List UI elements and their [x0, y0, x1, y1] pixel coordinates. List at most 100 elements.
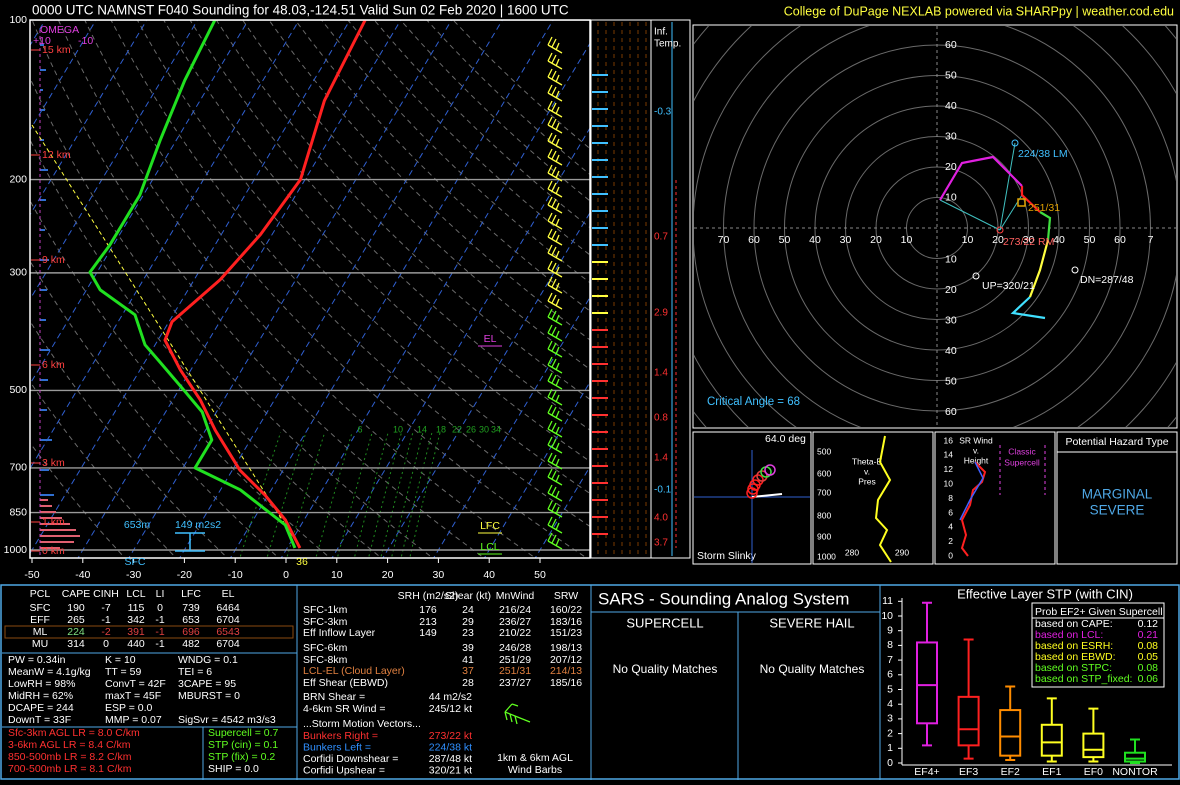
sars-result: No Quality Matches	[760, 662, 865, 676]
el-label: EL	[484, 333, 497, 345]
sr-wind-note: Classic	[1008, 446, 1036, 456]
table-cell: 273/22 kt	[429, 730, 472, 742]
table-cell: 696	[182, 626, 200, 638]
index: ConvT = 42F	[105, 678, 166, 690]
theta-e-y-label: 600	[817, 468, 831, 478]
lcl-label: LCL	[480, 541, 499, 553]
table-cell: 265	[67, 614, 85, 626]
row-label: LCL-EL (Cloud Layer)	[303, 665, 405, 677]
header-title: 0000 UTC NAMNST F040 Sounding for 48.03,…	[32, 3, 569, 18]
table-header: LI	[156, 588, 165, 600]
stp-tick-label: 5	[887, 683, 893, 695]
row-label: Bunkers Left =	[303, 741, 371, 753]
table-cell: ML	[33, 626, 48, 638]
table-cell: 6543	[216, 626, 240, 638]
stp-box	[917, 642, 937, 723]
temperature-label: -50	[24, 569, 39, 581]
hodo-annotation: 251/31	[1028, 202, 1060, 214]
stp-tick-label: 3	[887, 713, 893, 725]
temperature-label: -40	[75, 569, 90, 581]
sr-wind-y-label: 6	[948, 507, 953, 517]
table-cell: 176	[419, 604, 437, 616]
table-cell: MU	[32, 638, 48, 650]
index: DCAPE = 244	[8, 702, 74, 714]
sr-wind-title: SR Wind	[959, 435, 993, 445]
stp-tick-label: 0	[887, 757, 893, 769]
stp-tick-label: 7	[887, 654, 893, 666]
inferred-value: -0.3	[654, 107, 672, 118]
omega-label: +10	[33, 35, 51, 47]
hodo-ring-label: 50	[1084, 234, 1096, 246]
hodo-ring-label: 10	[901, 234, 913, 246]
composite: Supercell = 0.7	[208, 727, 278, 739]
sr-wind-y-label: 4	[948, 522, 953, 532]
hodo-ring-label: 10	[962, 234, 974, 246]
lapse-rate: 700-500mb LR = 8.1 C/km	[8, 763, 132, 775]
stp-box	[1042, 725, 1062, 756]
row-label: Corfidi Upshear =	[303, 764, 385, 776]
temperature-label: 10	[331, 569, 343, 581]
omega-label: -10	[78, 35, 93, 47]
table-cell: 6464	[216, 602, 240, 614]
eff-depth-label: 653m	[124, 519, 151, 531]
index: LowRH = 98%	[8, 678, 75, 690]
pressure-label: 500	[9, 384, 27, 396]
stp-tick-label: 2	[887, 727, 893, 739]
sars-column-title: SEVERE HAIL	[769, 615, 854, 630]
table-cell: 251/31	[499, 665, 531, 677]
pressure-label: 1000	[4, 544, 28, 556]
hazard-value: SEVERE	[1090, 503, 1145, 518]
hodo-ring-label: 7	[1148, 234, 1154, 246]
hodo-ring-label: 40	[809, 234, 821, 246]
stp-category: NONTOR	[1112, 766, 1158, 778]
hodo-ring-label: 60	[945, 406, 957, 418]
table-cell: SFC	[30, 602, 51, 614]
row-label: BRN Shear =	[303, 691, 365, 703]
hodo-ring-label: 60	[748, 234, 760, 246]
table-cell: 482	[182, 638, 200, 650]
sr-wind-y-label: 8	[948, 493, 953, 503]
table-cell: 739	[182, 602, 200, 614]
hodo-ring-label: 20	[945, 284, 957, 296]
inferred-value: 4.0	[654, 513, 668, 524]
row-label: SFC-6km	[303, 642, 348, 654]
hodo-ring-label: 40	[945, 345, 957, 357]
pressure-label: 850	[9, 506, 27, 518]
height-label: 3 km	[42, 457, 65, 469]
table-cell: 237/27	[499, 677, 531, 689]
hodo-ring-label: 20	[945, 161, 957, 173]
table-cell: 23	[462, 627, 474, 639]
index: MBURST = 0	[178, 690, 240, 702]
hodo-annotation: DN=287/48	[1080, 274, 1134, 286]
mixing-ratio-label: 10	[393, 424, 403, 434]
inferred-title: Inf.	[654, 27, 668, 38]
table-cell: 440	[127, 638, 145, 650]
inferred-value: 0.8	[654, 413, 668, 424]
theta-e-y-label: 900	[817, 531, 831, 541]
stp-category: EF1	[1042, 766, 1061, 778]
hodo-ring-label: 30	[945, 314, 957, 326]
temperature-label: 0	[283, 569, 289, 581]
table-cell: 246/28	[499, 642, 531, 654]
height-label: 12 km	[42, 149, 71, 161]
table-cell: 6704	[216, 614, 240, 626]
barbs-label: 1km & 6km AGL	[497, 752, 573, 764]
theta-e-y-label: 800	[817, 510, 831, 520]
table-cell: 190	[67, 602, 85, 614]
pressure-label: 100	[9, 14, 27, 26]
hodo-ring-label: 60	[945, 39, 957, 51]
hodo-ring-label: 40	[1053, 234, 1065, 246]
theta-e-y-label: 1000	[817, 551, 836, 561]
stp-tick-label: 8	[887, 639, 893, 651]
sr-wind-y-label: 0	[948, 550, 953, 560]
eff-srh-label: 149 m2s2	[175, 519, 221, 531]
table-cell: 210/22	[499, 627, 531, 639]
hazard-title: Potential Hazard Type	[1065, 436, 1168, 448]
header-credit: College of DuPage NEXLAB powered via SHA…	[784, 4, 1174, 18]
hodo-ring-label: 50	[779, 234, 791, 246]
table-cell: 0	[103, 638, 109, 650]
index: ESP = 0.0	[105, 702, 153, 714]
stp-tick-label: 9	[887, 624, 893, 636]
